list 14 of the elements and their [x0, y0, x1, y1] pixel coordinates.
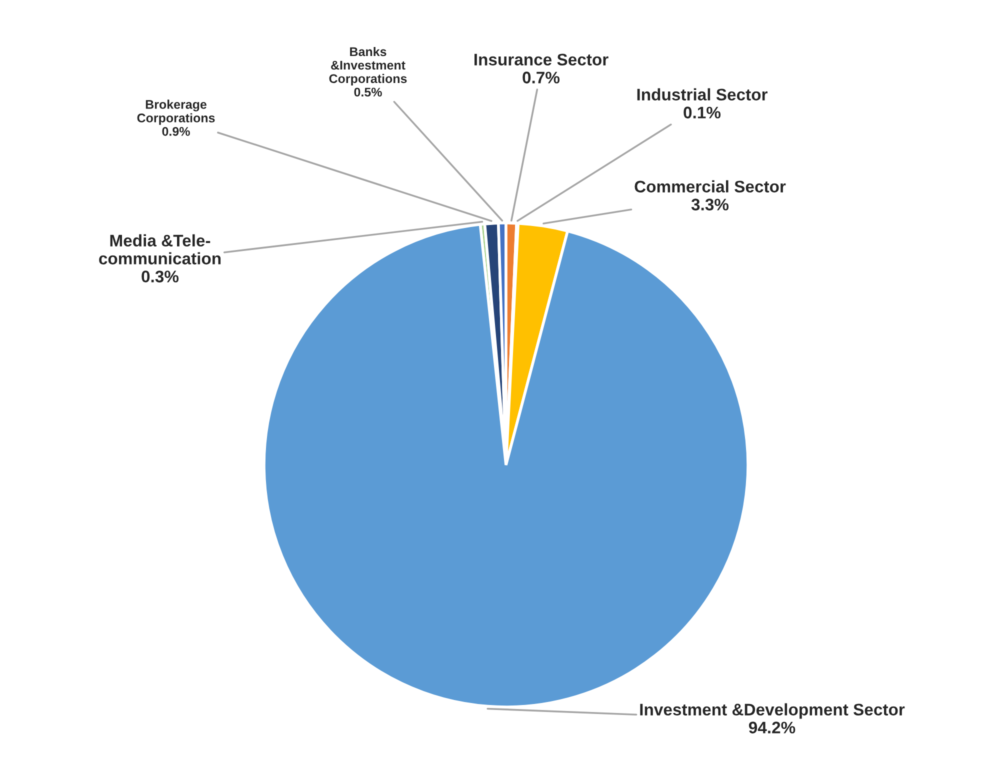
data-label: 3.3%: [691, 198, 729, 210]
data-label: 0.7%: [522, 72, 560, 84]
slice-label: Industrial Sector: [637, 88, 768, 100]
slice-label: Investment &Development Sector: [640, 703, 905, 719]
data-label: 0.3%: [142, 270, 179, 282]
data-label: 0.5%: [354, 88, 382, 97]
slice-label: Banks &Investment Corporations: [329, 46, 407, 86]
slice-label: Brokerage Corporations: [137, 100, 215, 125]
slice-label: Insurance Sector: [474, 54, 608, 66]
slice-label: Media &Tele- communication: [99, 234, 221, 264]
slice-label: Commercial Sector: [634, 180, 786, 192]
data-label: 0.9%: [162, 126, 190, 136]
data-label: 0.1%: [684, 106, 721, 118]
data-label: 94.2%: [748, 722, 796, 734]
